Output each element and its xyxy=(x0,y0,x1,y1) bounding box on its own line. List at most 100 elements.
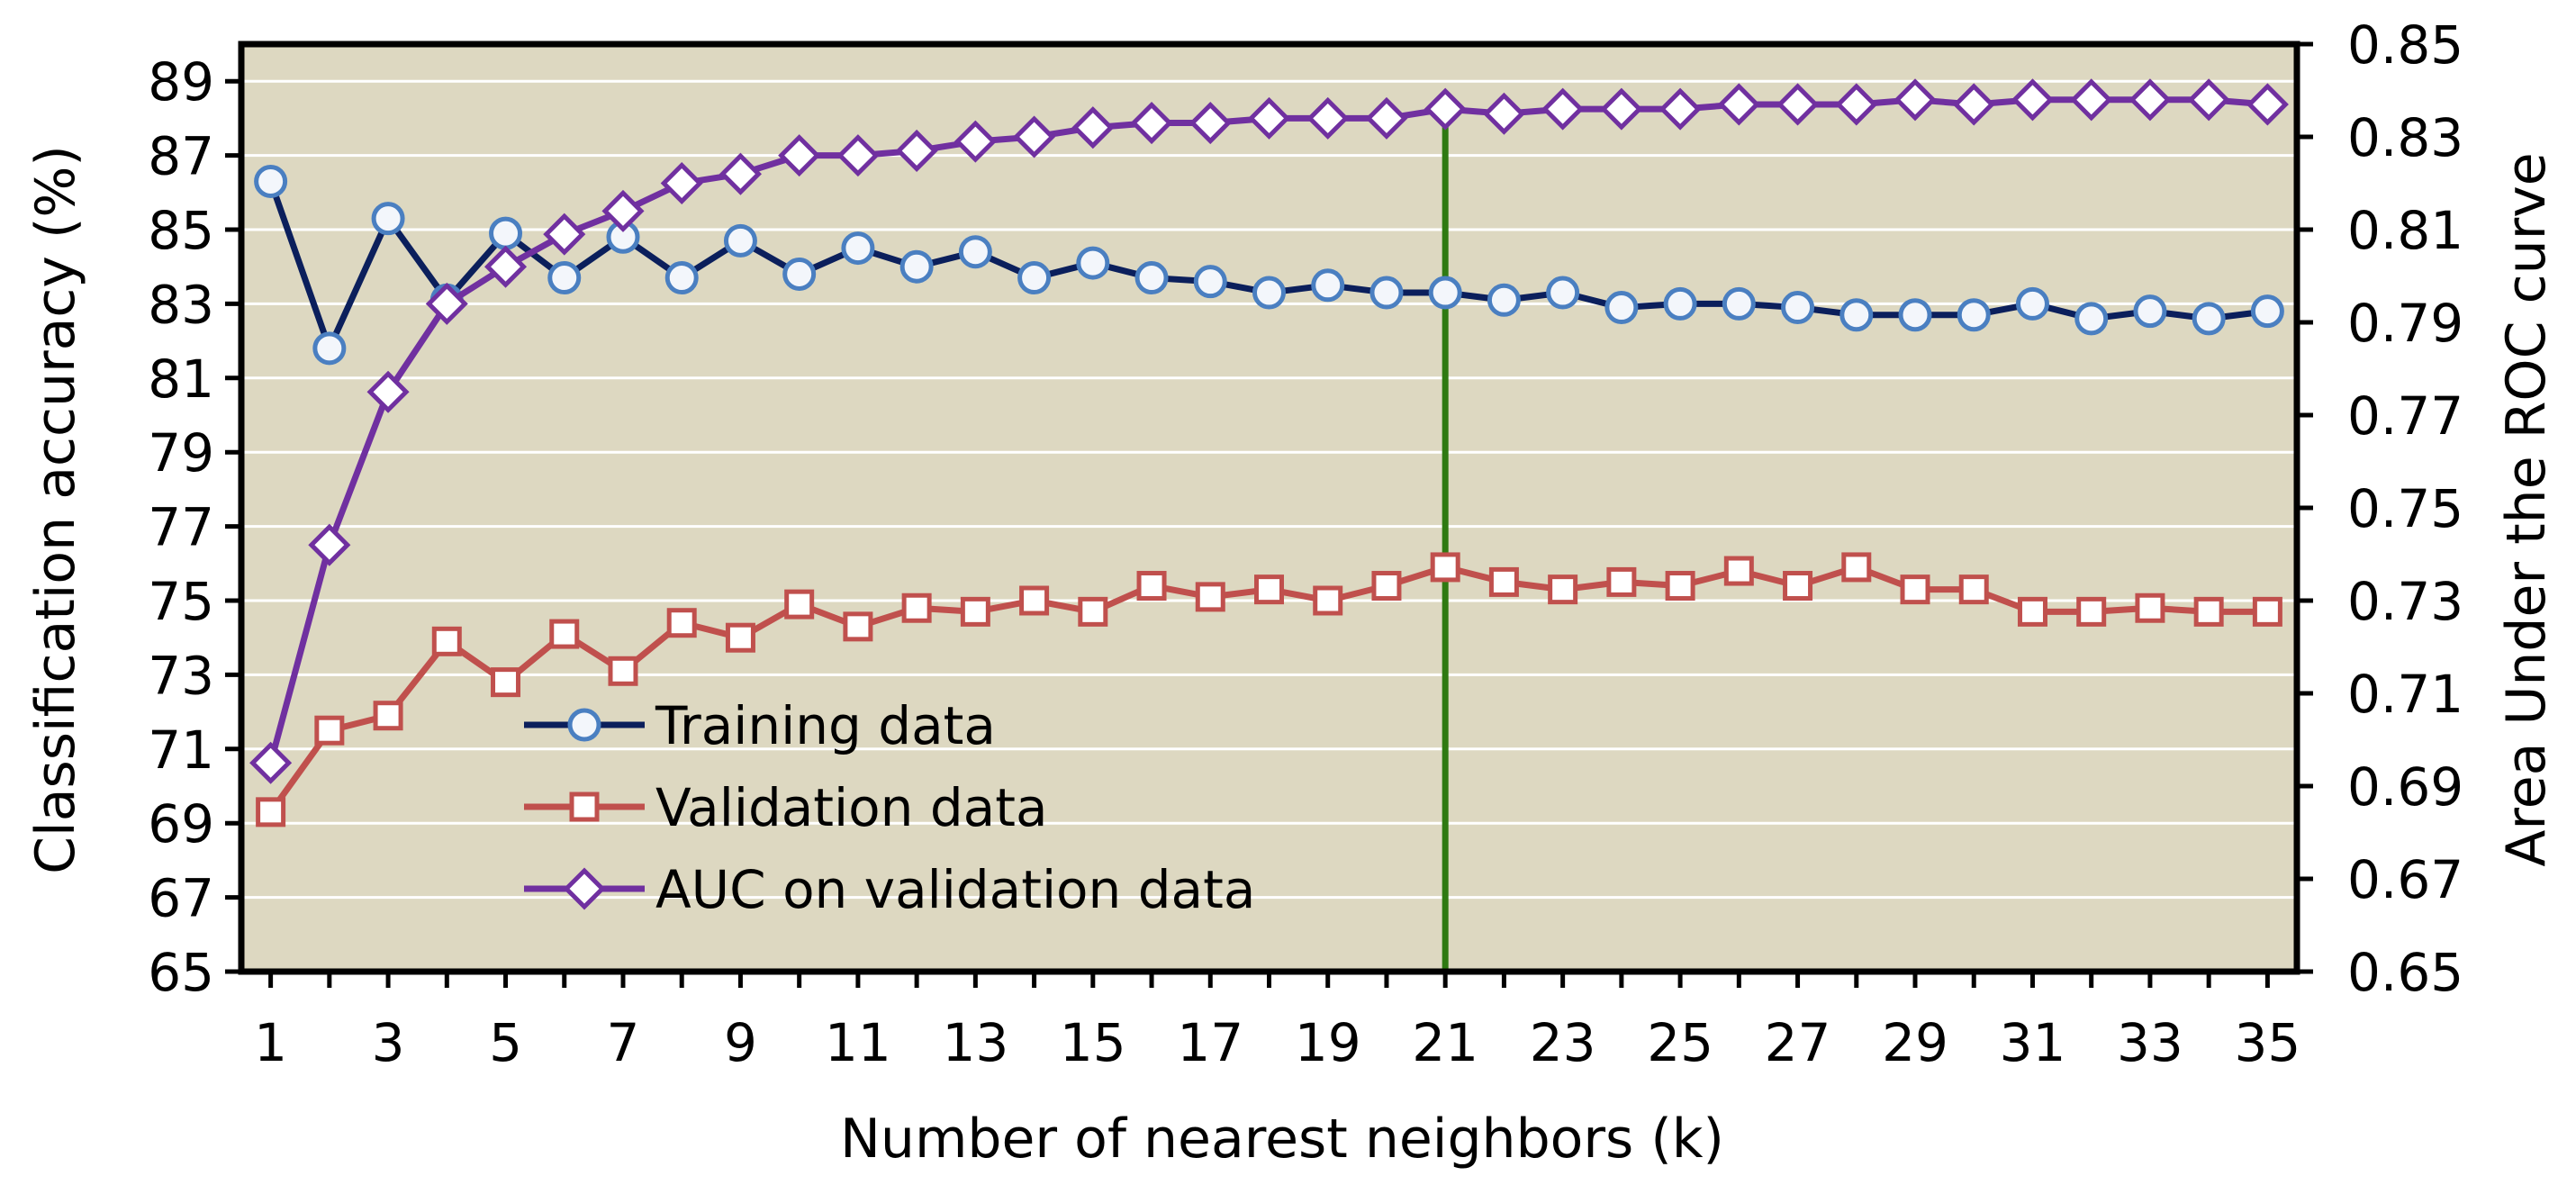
x-tick-label: 7 xyxy=(607,1012,640,1073)
y-tick-label: 89 xyxy=(148,51,214,113)
series-diamond xyxy=(249,78,2289,784)
data-point xyxy=(2070,78,2113,122)
y2-tick-label: 0.67 xyxy=(2347,849,2463,910)
data-point xyxy=(489,216,523,250)
data-point xyxy=(895,129,938,172)
y-tick-label: 79 xyxy=(148,422,214,484)
data-point xyxy=(2074,302,2109,336)
y2-tick-label: 0.81 xyxy=(2347,200,2463,261)
x-tick-label: 33 xyxy=(2117,1012,2183,1073)
data-point xyxy=(784,589,815,620)
data-point xyxy=(491,667,521,698)
data-point xyxy=(2015,286,2049,321)
data-point xyxy=(312,331,347,366)
x-tick-label: 29 xyxy=(1882,1012,1948,1073)
data-point xyxy=(1600,87,1643,131)
x-tick-label: 25 xyxy=(1647,1012,1713,1073)
y-tick-label: 83 xyxy=(148,274,214,335)
data-point xyxy=(371,202,405,236)
data-point xyxy=(1663,286,1697,321)
x-tick-label: 5 xyxy=(489,1012,522,1073)
series-group xyxy=(249,78,2289,828)
x-tick-label: 1 xyxy=(254,1012,287,1073)
data-point xyxy=(836,134,880,177)
x-tick-label: 31 xyxy=(2000,1012,2066,1073)
data-point xyxy=(1482,92,1525,135)
data-point xyxy=(1130,102,1173,145)
plot-background xyxy=(241,44,2297,972)
data-point xyxy=(1078,596,1108,627)
y2-tick-label: 0.65 xyxy=(2347,942,2463,1003)
data-point xyxy=(1430,552,1460,583)
x-tick-label: 23 xyxy=(1530,1012,1596,1073)
x-tick-label: 17 xyxy=(1177,1012,1243,1073)
y2-tick-label: 0.71 xyxy=(2347,664,2463,725)
data-point xyxy=(958,235,992,269)
data-point xyxy=(1424,87,1467,131)
y-tick-label: 87 xyxy=(148,126,214,187)
data-point xyxy=(484,245,528,288)
data-point xyxy=(666,608,697,638)
data-point xyxy=(1252,276,1286,310)
y2-tick-label: 0.73 xyxy=(2347,571,2463,632)
data-point xyxy=(1365,96,1408,140)
data-point xyxy=(256,797,286,828)
data-point xyxy=(2133,294,2167,329)
x-tick-label: 3 xyxy=(372,1012,405,1073)
data-point xyxy=(1835,83,1878,126)
data-point xyxy=(1958,574,1989,605)
x-tick-label: 21 xyxy=(1412,1012,1478,1073)
data-point xyxy=(1541,87,1585,131)
x-tick-label: 15 xyxy=(1060,1012,1126,1073)
data-point xyxy=(1371,571,1402,602)
data-point xyxy=(543,213,586,256)
axis-ticks: 656769717375777981838587890.650.670.690.… xyxy=(148,14,2463,1073)
data-point xyxy=(2076,596,2107,627)
y-tick-label: 65 xyxy=(148,942,214,1003)
data-point xyxy=(1487,283,1521,317)
y-tick-label: 81 xyxy=(148,348,214,410)
data-point xyxy=(1254,574,1284,605)
data-point xyxy=(1013,115,1056,158)
data-point xyxy=(2250,294,2284,329)
y-tick-label: 69 xyxy=(148,793,214,855)
y2-tick-label: 0.83 xyxy=(2347,107,2463,168)
data-point xyxy=(1548,574,1578,605)
data-point xyxy=(1957,298,1991,332)
data-point xyxy=(954,120,997,163)
data-point xyxy=(1189,102,1232,145)
data-point xyxy=(1313,585,1343,616)
data-point xyxy=(660,161,703,205)
data-point xyxy=(431,626,462,656)
data-point xyxy=(601,189,645,232)
data-point xyxy=(1723,556,1754,586)
data-point xyxy=(425,282,468,325)
x-tick-label: 19 xyxy=(1295,1012,1361,1073)
data-point xyxy=(1369,276,1404,310)
data-point xyxy=(1017,261,1052,295)
data-point xyxy=(1841,552,1872,583)
data-point xyxy=(254,164,288,198)
data-point xyxy=(1193,265,1227,299)
data-point xyxy=(1195,582,1225,612)
data-point xyxy=(547,261,582,295)
y-tick-label: 73 xyxy=(148,645,214,706)
data-point xyxy=(1665,571,1695,602)
data-point xyxy=(1722,286,1756,321)
data-point xyxy=(2187,78,2230,122)
y-tick-label: 85 xyxy=(148,200,214,261)
data-point xyxy=(2135,592,2165,623)
data-point xyxy=(901,592,932,623)
y2-tick-label: 0.85 xyxy=(2347,14,2463,76)
data-point xyxy=(1776,83,1820,126)
data-point xyxy=(1898,298,1932,332)
y-tick-label: 77 xyxy=(148,497,214,558)
data-point xyxy=(723,223,757,258)
data-point xyxy=(314,715,345,746)
data-point xyxy=(1952,83,1995,126)
data-point xyxy=(1076,246,1110,280)
data-point xyxy=(1783,571,1813,602)
data-point xyxy=(1546,276,1580,310)
data-point xyxy=(1247,96,1291,140)
data-point xyxy=(366,370,410,413)
